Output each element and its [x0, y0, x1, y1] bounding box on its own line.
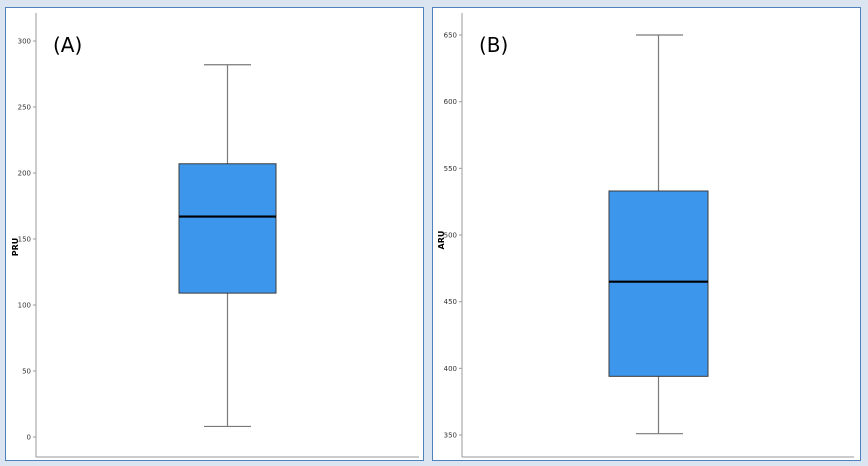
y-tick-label: 350 — [444, 432, 457, 440]
y-tick-label: 0 — [27, 434, 31, 442]
iqr-box — [608, 190, 709, 377]
y-tick-label: 100 — [18, 302, 31, 310]
iqr-box — [178, 163, 277, 294]
chart-panel-a: 0 50 100 150 200 250 300 PRU (A) — [5, 7, 424, 461]
y-tick-label: 300 — [18, 38, 31, 46]
y-axis-title: ARU — [437, 231, 446, 250]
y-tick-label: 150 — [18, 236, 31, 244]
panel-label: (B) — [479, 33, 508, 57]
chart-panel-b: 350 400 450 500 550 600 650 ARU (B) — [432, 7, 861, 461]
y-tick-label: 450 — [444, 298, 457, 306]
y-tick-label: 600 — [444, 98, 457, 106]
y-tick-label: 50 — [22, 368, 31, 376]
y-tick-label: 400 — [444, 365, 457, 373]
y-tick-label: 200 — [18, 170, 31, 178]
boxplot-b-svg: 350 400 450 500 550 600 650 ARU (B) — [437, 13, 854, 458]
boxplot-a-svg: 0 50 100 150 200 250 300 PRU (A) — [11, 13, 419, 458]
y-axis-title: PRU — [11, 238, 20, 257]
y-tick-label: 250 — [18, 104, 31, 112]
panel-label: (A) — [53, 33, 82, 57]
y-tick-label: 500 — [444, 232, 457, 240]
y-tick-label: 650 — [444, 32, 457, 40]
y-tick-label: 550 — [444, 165, 457, 173]
